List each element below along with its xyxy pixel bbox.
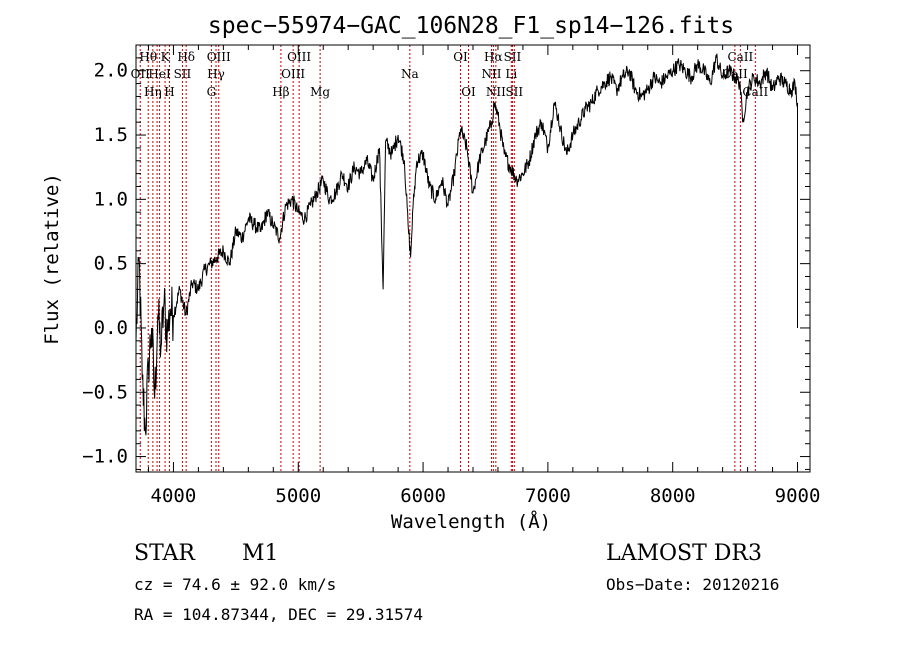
- survey-name: LAMOST DR3: [606, 541, 762, 566]
- line-marker-label: Hη: [144, 85, 162, 99]
- line-marker-label: SII: [505, 85, 523, 99]
- line-marker-label: H: [164, 85, 174, 99]
- y-tick-label: 0.0: [94, 317, 128, 339]
- line-marker-label: OII: [131, 67, 151, 81]
- line-marker-label: K: [161, 50, 171, 64]
- y-axis-label: Flux (relative): [41, 173, 63, 345]
- object-subclass: M1: [242, 541, 279, 566]
- y-axis-ticks: −1.0 −0.5 0.0 0.5 1.0 1.5 2.0: [82, 44, 810, 470]
- chart-title: spec−55974−GAC_106N28_F1_sp14−126.fits: [208, 13, 734, 39]
- line-marker-label: Hθ: [139, 50, 157, 64]
- spectrum-line: [135, 53, 798, 436]
- x-tick-label: 7000: [525, 485, 571, 507]
- line-marker-label: Hβ: [272, 85, 289, 99]
- line-marker-label: OI: [461, 85, 476, 99]
- x-axis-label: Wavelength (Å): [391, 510, 551, 533]
- line-marker-label: Li: [505, 67, 517, 81]
- observation-date: Obs−Date: 20120216: [606, 575, 779, 594]
- redshift-cz: cz = 74.6 ± 92.0 km/s: [134, 575, 336, 594]
- line-marker-label: SII: [504, 50, 522, 64]
- y-tick-label: 2.0: [94, 60, 128, 82]
- line-marker-label: OIII: [207, 50, 231, 64]
- x-tick-label: 6000: [400, 485, 446, 507]
- line-marker-label: NII: [481, 67, 501, 81]
- line-marker-label: Hδ: [177, 50, 195, 64]
- x-axis-ticks: 4000 5000 6000 7000 8000 9000: [147, 45, 821, 507]
- line-marker-labels: OIIHθHηHeIKHSIIHδGHγOIIIHβOIIIOIIIMgNaOI…: [131, 50, 769, 99]
- y-tick-label: −0.5: [82, 381, 128, 403]
- y-tick-label: 1.5: [94, 124, 128, 146]
- line-marker-label: OIII: [287, 50, 311, 64]
- line-marker-label: Na: [401, 67, 419, 81]
- ra-dec: RA = 104.87344, DEC = 29.31574: [134, 605, 423, 624]
- x-tick-label: 4000: [151, 485, 197, 507]
- y-tick-label: 0.5: [94, 253, 128, 275]
- line-marker-label: Mg: [310, 85, 330, 99]
- line-marker-label: SII: [174, 67, 192, 81]
- line-markers: [139, 45, 756, 472]
- x-tick-label: 9000: [775, 485, 821, 507]
- object-class: STAR: [134, 541, 196, 566]
- line-marker-label: G: [207, 85, 217, 99]
- line-marker-label: OIII: [281, 67, 305, 81]
- line-marker-label: OI: [453, 50, 468, 64]
- x-tick-label: 8000: [650, 485, 696, 507]
- y-tick-label: 1.0: [94, 188, 128, 210]
- line-marker-label: Hα: [484, 50, 503, 64]
- x-tick-label: 5000: [275, 485, 321, 507]
- line-marker-label: NII: [486, 85, 506, 99]
- y-tick-label: −1.0: [82, 446, 128, 468]
- line-marker-label: Hγ: [207, 67, 225, 81]
- line-marker-label: CaII: [727, 50, 753, 64]
- line-marker-label: HeI: [148, 67, 171, 81]
